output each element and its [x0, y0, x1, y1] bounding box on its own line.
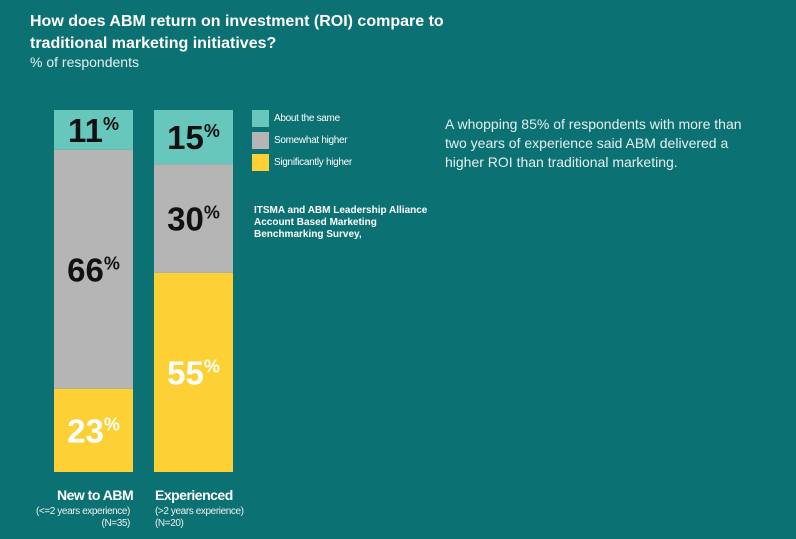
legend-item-significantly-higher: Significantly higher	[252, 153, 352, 171]
data-label: 55%	[167, 354, 220, 391]
legend-label: About the same	[274, 112, 340, 124]
data-label: 30%	[167, 201, 220, 238]
bar-segment	[154, 164, 233, 273]
bar-segment	[154, 110, 233, 165]
category-label-experienced: Experienced	[155, 487, 233, 503]
bar-segment	[54, 149, 133, 389]
data-label: 66%	[67, 251, 120, 288]
category-sublabel: (>2 years experience) (N=20)	[155, 506, 265, 530]
chart-title: How does ABM return on investment (ROI) …	[30, 13, 444, 52]
category-experience: (>2 years experience)	[155, 506, 244, 517]
category-experience: (<=2 years experience)	[35, 506, 130, 517]
data-label: 23%	[67, 412, 120, 449]
bar-segment	[54, 110, 133, 150]
legend-label: Significantly higher	[274, 156, 352, 168]
legend-swatch-somewhat-higher	[252, 131, 269, 149]
category-sample-size: (N=20)	[155, 518, 184, 529]
callout-note: A whopping 85% of respondents with more …	[445, 116, 742, 170]
data-label: 11%	[68, 112, 119, 149]
chart-subtitle: % of respondents	[30, 54, 139, 70]
legend-item-about-same: About the same	[252, 109, 352, 127]
category-sample-size: (N=35)	[101, 518, 131, 529]
category-sublabel: (<=2 years experience) (N=35)	[32, 506, 130, 530]
legend: About the same Somewhat higher Significa…	[252, 109, 352, 176]
category-label-new-to-abm: New to ABM	[57, 487, 134, 503]
source-citation: ITSMA and ABM Leadership Alliance Accoun…	[254, 205, 428, 240]
bar-segment	[154, 272, 233, 472]
data-label: 15%	[167, 119, 220, 156]
bar-segment	[54, 388, 133, 472]
legend-item-somewhat-higher: Somewhat higher	[252, 131, 352, 149]
legend-swatch-about-same	[252, 109, 269, 127]
legend-label: Somewhat higher	[274, 134, 348, 146]
legend-swatch-significantly-higher	[252, 153, 269, 171]
